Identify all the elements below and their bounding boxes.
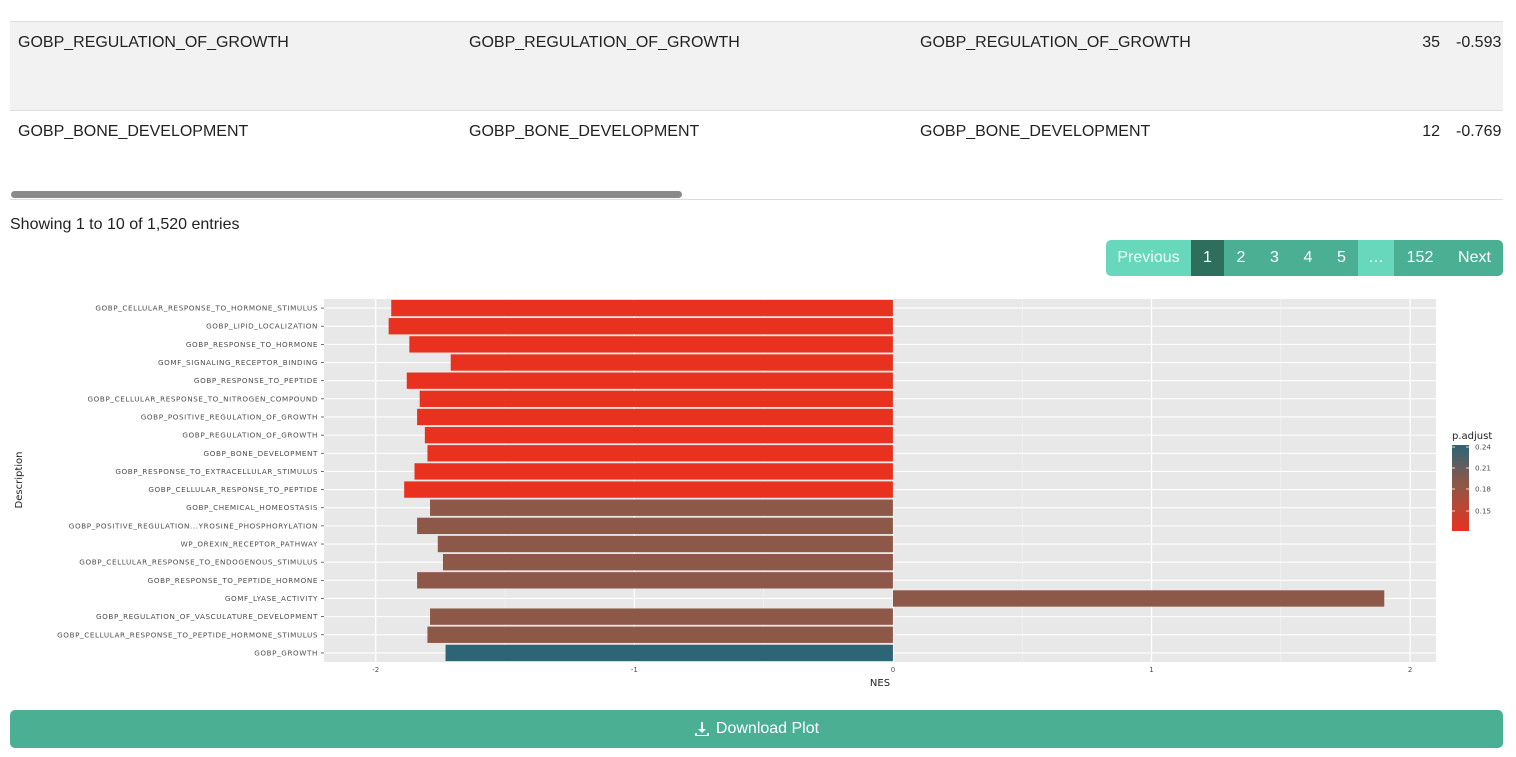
y-tick-label: GOBP_CHEMICAL_HOMEOSTASIS: [186, 503, 318, 512]
y-tick-label: GOMF_SIGNALING_RECEPTOR_BINDING: [158, 358, 318, 367]
bar: [417, 572, 893, 589]
page-1-button[interactable]: 1: [1191, 240, 1224, 276]
bar: [427, 626, 893, 643]
y-tick-label: GOBP_REGULATION_OF_GROWTH: [182, 431, 318, 440]
table-cell: GOBP_REGULATION_OF_GROWTH: [469, 34, 740, 51]
legend-tick-label: 0.24: [1475, 443, 1491, 452]
bar: [437, 535, 893, 553]
bar: [417, 408, 893, 426]
plot-panel: [324, 299, 1436, 662]
table-cell: GOBP_REGULATION_OF_GROWTH: [920, 34, 1191, 51]
legend-tick-label: 0.21: [1475, 464, 1491, 473]
bar: [445, 644, 893, 662]
table-info: Showing 1 to 10 of 1,520 entries: [10, 216, 240, 233]
table-cell: GOBP_REGULATION_OF_GROWTH: [18, 34, 289, 51]
bar: [430, 499, 893, 516]
scrollbar-thumb[interactable]: [11, 191, 682, 198]
x-tick-label: 1: [1149, 666, 1153, 674]
bar: [892, 590, 1385, 607]
table-cell: GOBP_BONE_DEVELOPMENT: [18, 123, 249, 140]
y-axis-title: Description: [14, 452, 25, 509]
bar: [409, 336, 893, 353]
y-tick-label: GOMF_LYASE_ACTIVITY: [225, 594, 318, 603]
table-cell: -0.769: [1456, 123, 1502, 140]
nes-bar-chart: GOBP_CELLULAR_RESPONSE_TO_HORMONE_STIMUL…: [14, 299, 1492, 689]
x-tick-label: 0: [891, 666, 895, 674]
bar: [424, 426, 893, 444]
download-label: Download Plot: [715, 720, 820, 737]
bar: [388, 318, 893, 335]
horizontal-scrollbar[interactable]: [10, 190, 1503, 199]
legend-tick-label: 0.18: [1475, 485, 1491, 494]
bar: [417, 517, 893, 535]
x-tick-label: -1: [631, 666, 638, 674]
bar: [419, 390, 893, 407]
download-icon: [694, 722, 709, 736]
bar: [442, 554, 893, 571]
y-tick-label: GOBP_CELLULAR_RESPONSE_TO_PEPTIDE: [148, 485, 318, 494]
page-5-button[interactable]: 5: [1325, 240, 1358, 276]
page-3-button[interactable]: 3: [1258, 240, 1291, 276]
legend-tick-label: 0.15: [1475, 507, 1491, 516]
x-tick-label: -2: [372, 666, 379, 674]
y-tick-label: GOBP_CELLULAR_RESPONSE_TO_NITROGEN_COMPO…: [88, 394, 319, 403]
previous-button[interactable]: Previous: [1106, 240, 1191, 276]
pagination-ellipsis: …: [1358, 240, 1394, 276]
x-tick-label: 2: [1408, 666, 1412, 674]
pagination: Previous 1 2 3 4 5 … 152 Next: [1106, 240, 1503, 276]
y-tick-label: GOBP_BONE_DEVELOPMENT: [204, 449, 318, 458]
y-tick-label: GOBP_POSITIVE_REGULATION...YROSINE_PHOSP…: [69, 521, 318, 530]
y-tick-label: GOBP_GROWTH: [254, 648, 318, 657]
table-cell: 35: [1422, 34, 1440, 51]
legend-title: p.adjust: [1452, 431, 1492, 442]
y-tick-label: GOBP_CELLULAR_RESPONSE_TO_PEPTIDE_HORMON…: [57, 630, 318, 639]
legend-colorbar: [1452, 445, 1469, 531]
x-axis-title: NES: [870, 678, 890, 689]
bars-group: [388, 299, 1385, 662]
y-tick-label: GOBP_RESPONSE_TO_PEPTIDE: [194, 376, 318, 385]
y-tick-label: WP_OREXIN_RECEPTOR_PATHWAY: [181, 540, 318, 549]
x-tick-labels: -2 -1 0 1 2: [372, 666, 1412, 674]
y-tick-label: GOBP_RESPONSE_TO_EXTRACELLULAR_STIMULUS: [115, 467, 318, 476]
bar: [406, 372, 893, 389]
table-cell: -0.593: [1456, 34, 1502, 51]
y-tick-labels: GOBP_CELLULAR_RESPONSE_TO_HORMONE_STIMUL…: [57, 304, 324, 657]
bar: [427, 445, 893, 462]
y-tick-label: GOBP_LIPID_LOCALIZATION: [206, 322, 318, 331]
y-tick-label: GOBP_CELLULAR_RESPONSE_TO_ENDOGENOUS_STI…: [79, 558, 318, 567]
table-cell: GOBP_BONE_DEVELOPMENT: [469, 123, 700, 140]
download-plot-button[interactable]: Download Plot: [10, 710, 1503, 748]
page-2-button[interactable]: 2: [1224, 240, 1258, 276]
table-top-border: [10, 21, 1503, 22]
bar: [414, 463, 893, 480]
y-tick-label: GOBP_REGULATION_OF_VASCULATURE_DEVELOPME…: [96, 612, 318, 621]
y-tick-label: GOBP_RESPONSE_TO_HORMONE: [186, 340, 318, 349]
bar: [430, 608, 893, 625]
table-bottom-border: [10, 199, 1503, 200]
y-tick-label: GOBP_CELLULAR_RESPONSE_TO_HORMONE_STIMUL…: [95, 304, 318, 313]
y-tick-label: GOBP_POSITIVE_REGULATION_OF_GROWTH: [141, 412, 318, 421]
table-row: GOBP_REGULATION_OF_GROWTH GOBP_REGULATIO…: [10, 22, 1503, 111]
y-tick-label: GOBP_RESPONSE_TO_PEPTIDE_HORMONE: [148, 576, 318, 585]
bar: [404, 481, 893, 498]
results-table: GOBP_REGULATION_OF_GROWTH GOBP_REGULATIO…: [10, 0, 1503, 200]
table-cell: 12: [1422, 123, 1440, 140]
bar: [391, 299, 893, 317]
table-cell: GOBP_BONE_DEVELOPMENT: [920, 123, 1151, 140]
bar: [450, 354, 893, 371]
page-152-button[interactable]: 152: [1394, 240, 1446, 276]
next-button[interactable]: Next: [1446, 240, 1503, 276]
page-4-button[interactable]: 4: [1291, 240, 1325, 276]
color-legend: p.adjust 0.24 0.21 0.18 0.15: [1452, 431, 1492, 531]
table-row: GOBP_BONE_DEVELOPMENT GOBP_BONE_DEVELOPM…: [10, 111, 1503, 199]
